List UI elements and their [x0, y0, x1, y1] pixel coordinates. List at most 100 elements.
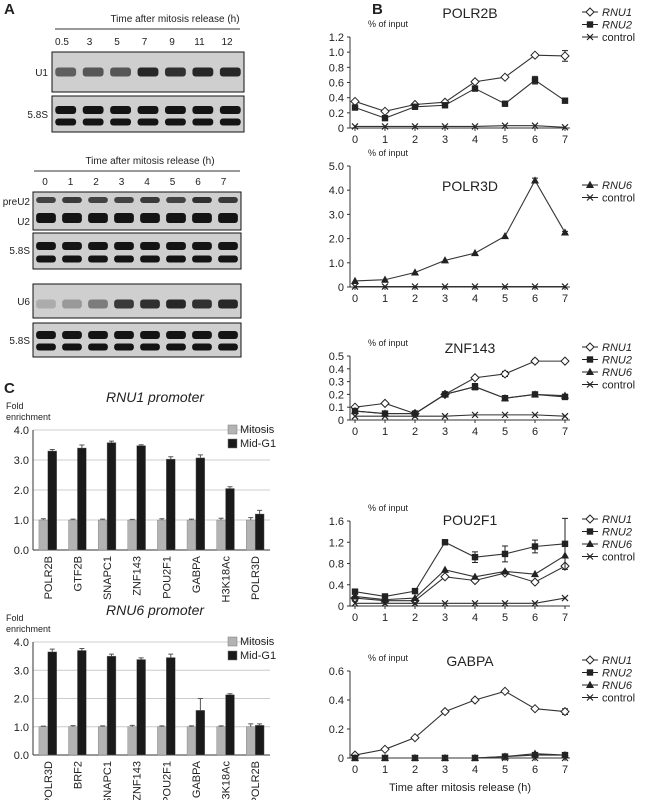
- gel-label-58s-3: 5.8S: [9, 336, 30, 347]
- square-marker: [471, 553, 479, 561]
- error-bar: [159, 518, 165, 520]
- bar-mitosis: [246, 519, 256, 551]
- gel-58s-2: [32, 232, 242, 270]
- bar-mitosis: [97, 519, 108, 551]
- legend-swatch: [227, 424, 238, 435]
- y-tick-label: 0.2: [329, 724, 344, 736]
- gel-band-preu2: [36, 197, 56, 203]
- x-tick-label: 3: [442, 293, 448, 305]
- bar-mid-g1: [225, 488, 235, 551]
- square-marker: [586, 669, 594, 676]
- x-tick-label: 5: [502, 293, 508, 305]
- triangle-marker: [471, 572, 479, 580]
- x-marker: [471, 411, 479, 419]
- chart-title: POLR3D: [442, 178, 498, 194]
- gel2-time-title: Time after mitosis release (h): [85, 156, 214, 167]
- x-tick-label: 0: [352, 426, 358, 438]
- x-tick-label: SNAPC1: [102, 761, 114, 800]
- gel-band-58s: [137, 106, 159, 114]
- gel-band-u2: [62, 213, 82, 223]
- square-marker: [586, 21, 594, 28]
- gel-band-preu2: [88, 197, 108, 203]
- gel-band-58s: [140, 331, 160, 339]
- bar-mid-g1: [254, 513, 265, 551]
- x-axis-label: Time after mitosis release (h): [389, 782, 531, 794]
- y-tick-label: 0.2: [329, 389, 344, 401]
- legend-label: RNU1: [602, 655, 632, 667]
- gel-band-u6: [114, 299, 134, 309]
- gel-band-u2: [218, 213, 238, 223]
- gel-band-58s: [192, 255, 212, 263]
- x-marker: [586, 381, 594, 388]
- gel-band-58s: [114, 255, 134, 263]
- y-tick-label: 1.0: [14, 722, 29, 734]
- gel-band-u2: [140, 213, 160, 223]
- diamond-marker: [560, 706, 570, 717]
- bar-mid-g1: [47, 651, 57, 756]
- diamond-marker: [500, 686, 510, 697]
- series-line: [354, 386, 566, 415]
- x-marker: [351, 283, 359, 290]
- x-tick-label: 1: [382, 612, 388, 624]
- series-line: [354, 54, 566, 112]
- x-marker: [561, 123, 569, 131]
- triangle-marker: [586, 367, 594, 375]
- y-tick-label: 5.0: [329, 161, 344, 173]
- gel-band-58s: [62, 255, 82, 263]
- diamond-marker: [500, 369, 510, 379]
- legend-label: control: [602, 693, 635, 705]
- y-tick-label: 2.0: [14, 694, 29, 706]
- diamond-marker: [500, 72, 510, 82]
- gel-band-58s: [62, 331, 82, 339]
- x-tick-label: POLR2B: [250, 761, 262, 800]
- gel1-lane-label: 7: [142, 37, 148, 48]
- gel-band-58s: [137, 118, 159, 126]
- y-tick-label: 0.2: [329, 108, 344, 120]
- series-control: [351, 754, 569, 762]
- y-tick-label: 0.8: [329, 62, 344, 74]
- triangle-marker: [501, 567, 509, 575]
- diamond-marker: [380, 106, 390, 117]
- gel-band-58s: [218, 331, 238, 339]
- y-axis-label: % of input: [368, 503, 409, 513]
- legend-swatch: [227, 438, 238, 449]
- x-tick-label: ZNF143: [132, 761, 144, 800]
- bar-mitosis: [186, 519, 197, 551]
- square-marker: [441, 102, 449, 109]
- y-tick-label: 0: [338, 415, 344, 427]
- chart-title: POLR2B: [442, 5, 497, 21]
- x-tick-label: ZNF143: [132, 556, 144, 596]
- x-marker: [381, 283, 389, 290]
- gel-band-58s: [110, 118, 131, 126]
- error-bar: [168, 653, 174, 658]
- legend-label: control: [602, 193, 635, 205]
- triangle-marker: [561, 228, 569, 236]
- legend-label: RNU1: [602, 7, 632, 19]
- legend-label: control: [602, 552, 635, 564]
- gel-band-u6: [166, 299, 186, 309]
- legend-label: RNU2: [602, 527, 632, 539]
- x-marker: [471, 599, 479, 607]
- gel-band-u6: [218, 299, 238, 309]
- gel1-lane-label: 5: [114, 37, 120, 48]
- bar-mid-g1: [225, 694, 235, 756]
- bar-mitosis: [216, 519, 226, 551]
- series-rnu6: [351, 551, 569, 603]
- triangle-marker: [586, 539, 594, 547]
- square-marker: [586, 528, 594, 535]
- x-tick-label: 3: [442, 764, 448, 776]
- gel-band-u2: [166, 213, 186, 223]
- error-bar: [197, 698, 203, 711]
- x-tick-label: BRF2: [72, 761, 84, 789]
- y-tick-label: 4.0: [14, 637, 29, 649]
- series-line: [354, 541, 566, 597]
- gel2-lane-label: 0: [42, 177, 48, 188]
- x-tick-label: 3: [442, 134, 448, 146]
- gel-band-58s: [110, 106, 131, 114]
- x-marker: [411, 123, 419, 130]
- series-line: [355, 125, 566, 128]
- y-tick-label: 0: [338, 282, 344, 294]
- x-marker: [441, 123, 449, 130]
- x-tick-label: 1: [382, 764, 388, 776]
- x-marker: [351, 123, 359, 130]
